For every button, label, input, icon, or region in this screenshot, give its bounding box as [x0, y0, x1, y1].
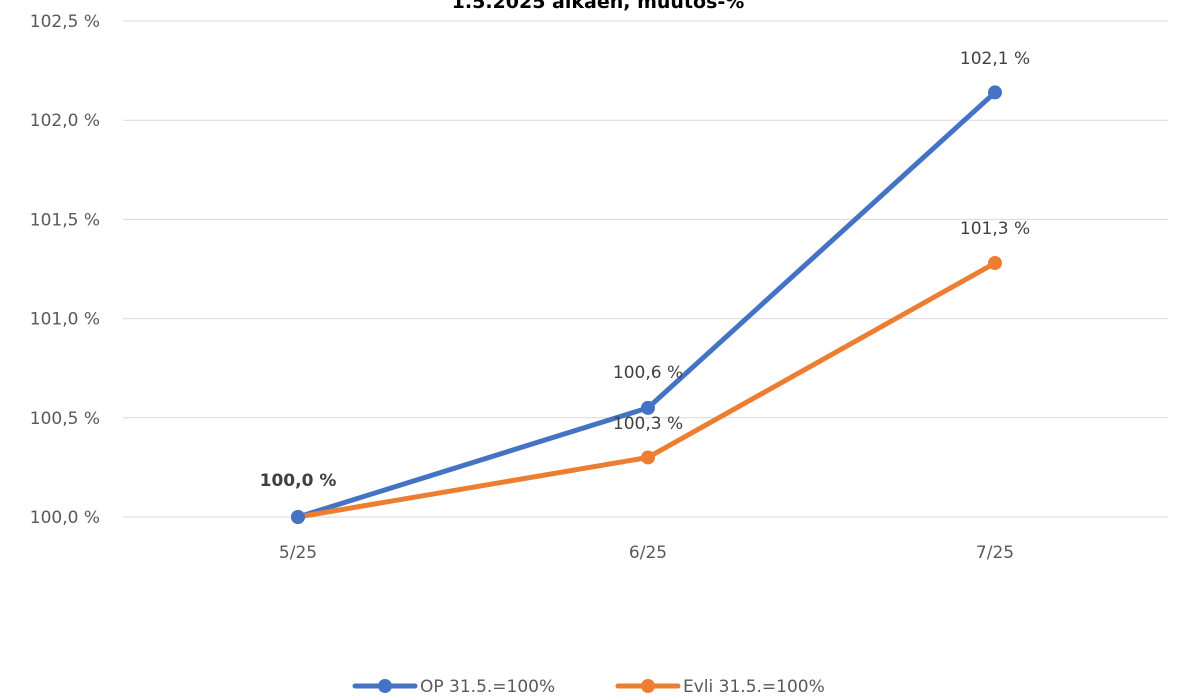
data-label: 101,3 % — [960, 219, 1030, 239]
gridlines — [123, 20, 1168, 518]
y-tick-label: 100,5 % — [30, 409, 100, 429]
series-2-point — [641, 450, 655, 465]
legend-marker-2 — [641, 679, 655, 693]
legend: OP 31.5.=100% Evli 31.5.=100% — [352, 677, 825, 697]
x-tick-label: 7/25 — [976, 543, 1014, 563]
data-labels: 100,6 % 102,1 % 100,0 % 100,3 % 101,3 % — [260, 49, 1030, 491]
data-label: 100,6 % — [613, 363, 683, 383]
data-label: 100,0 % — [260, 471, 337, 491]
y-tick-label: 100,0 % — [30, 508, 100, 528]
data-label: 102,1 % — [960, 49, 1030, 69]
y-tick-label: 102,0 % — [30, 111, 100, 131]
x-tick-label: 5/25 — [279, 543, 317, 563]
y-tick-label: 101,0 % — [30, 310, 100, 330]
chart-title: 1.5.2025 alkaen, muutos-% — [452, 0, 745, 13]
y-tick-label: 102,5 % — [30, 12, 100, 32]
legend-label: Evli 31.5.=100% — [683, 677, 825, 697]
series-1-point — [988, 85, 1002, 100]
series-1-point — [641, 400, 655, 415]
series-line-2 — [295, 260, 998, 520]
legend-marker-1 — [378, 679, 392, 693]
legend-label: OP 31.5.=100% — [420, 677, 555, 697]
series-1-point — [291, 510, 305, 524]
y-axis-tick-labels: 100,0 % 100,5 % 101,0 % 101,5 % 102,0 % 102,5… — [30, 12, 100, 528]
x-tick-label: 6/25 — [629, 543, 667, 563]
series-lines — [291, 85, 1002, 524]
data-label: 100,3 % — [613, 414, 683, 434]
y-tick-label: 101,5 % — [30, 210, 100, 230]
series-2-point — [988, 256, 1002, 271]
x-axis-tick-labels: 5/25 6/25 7/25 — [279, 543, 1014, 563]
